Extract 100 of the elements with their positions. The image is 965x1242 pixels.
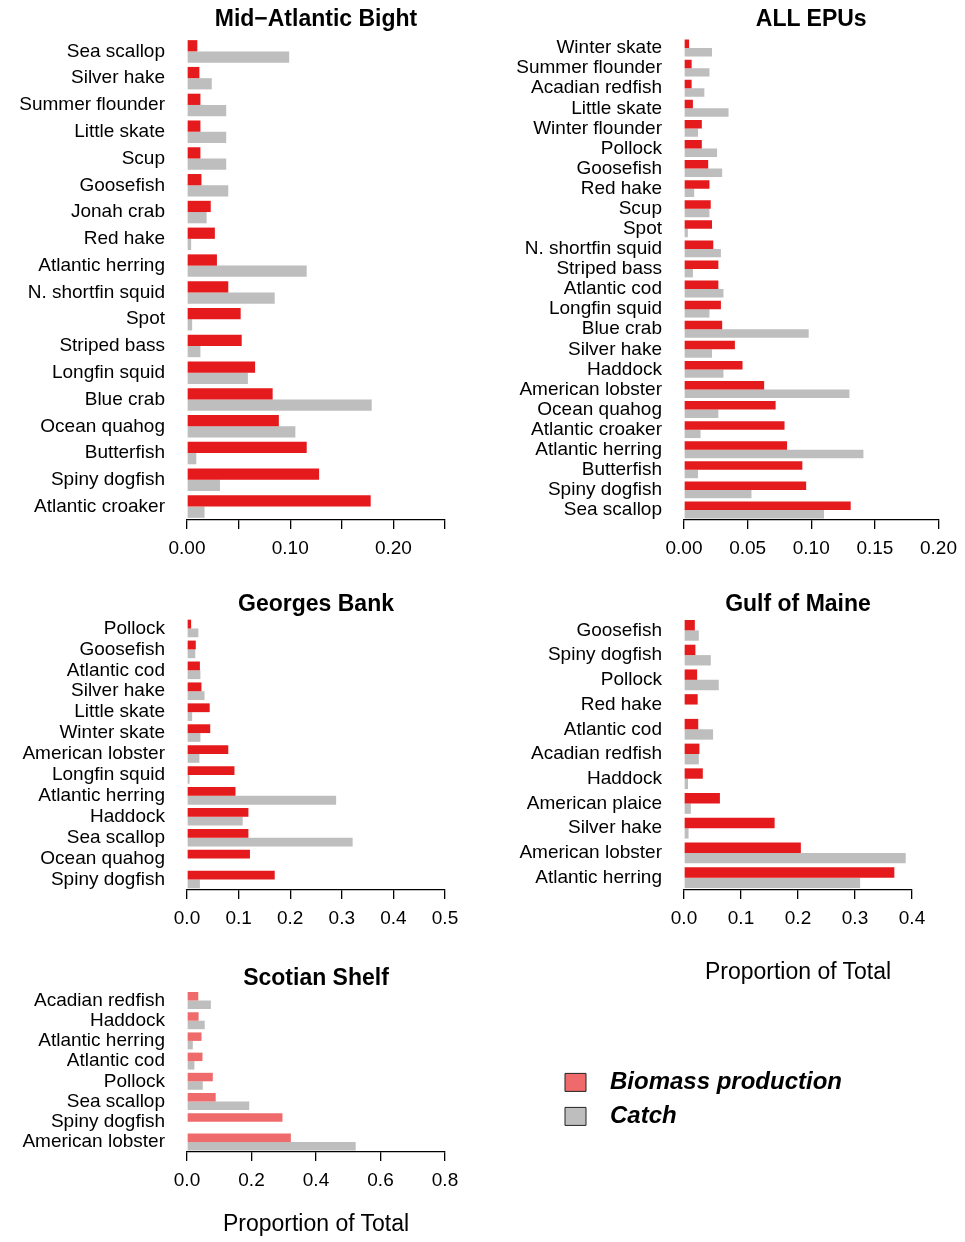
bar (684, 280, 719, 290)
bar (684, 842, 801, 853)
chart-title: Gulf of Maine (725, 590, 871, 617)
bar (187, 93, 201, 105)
x-tick-label: 0.2 (784, 906, 812, 928)
bar (684, 389, 850, 398)
bar (187, 185, 229, 197)
bar (187, 837, 353, 847)
bar (187, 281, 229, 293)
bar (187, 399, 372, 411)
y-tick-label: Ocean quahog (40, 414, 165, 436)
bar (187, 1141, 356, 1151)
bar (187, 40, 198, 52)
y-tick-label: Silver hake (71, 66, 165, 88)
bar (187, 104, 227, 117)
y-tick-label: Atlantic herring (535, 865, 662, 887)
x-tick-label: 0.20 (374, 536, 412, 558)
bar (684, 381, 765, 390)
bar (187, 479, 221, 492)
bar (684, 148, 718, 157)
bar (187, 754, 200, 763)
bar (187, 307, 241, 320)
x-tick-label: 0.0 (173, 1168, 201, 1190)
bar (187, 66, 200, 79)
bar (684, 340, 735, 350)
bar (187, 120, 201, 132)
bar (684, 803, 691, 814)
bar (684, 248, 721, 258)
y-tick-label: Spiny dogfish (547, 643, 662, 665)
bar (684, 421, 785, 430)
bar (187, 712, 193, 721)
bar (684, 754, 699, 765)
bar (187, 441, 307, 454)
y-tick-label: Longfin squid (51, 360, 165, 382)
bar (684, 401, 776, 410)
bar (684, 481, 807, 490)
y-tick-label: Goosefish (576, 156, 662, 178)
bar (684, 200, 711, 209)
bar (187, 682, 202, 692)
y-tick-label: Goosefish (576, 618, 662, 640)
bar (187, 1133, 291, 1142)
bar (187, 670, 201, 680)
x-axis-title: Proportion of Total (222, 1209, 410, 1236)
bar (187, 495, 371, 507)
bar (684, 268, 693, 278)
y-tick-label: Summer flounder (516, 56, 663, 78)
x-tick-label: 0.4 (898, 906, 926, 928)
y-tick-label: Red hake (580, 176, 662, 198)
bar (187, 816, 243, 826)
y-tick-label: American lobster (22, 742, 166, 764)
bar (684, 168, 723, 177)
bar (187, 1000, 211, 1009)
bar (187, 649, 196, 659)
x-axis-title: Proportion of Total (704, 957, 892, 984)
y-tick-label: Winter flounder (533, 116, 663, 138)
y-tick-label: Acadian redfish (531, 76, 662, 98)
y-tick-label: Atlantic herring (38, 1029, 165, 1051)
y-tick-label: Sea scallop (66, 1089, 165, 1111)
bar (684, 669, 698, 680)
x-tick-label: 0.10 (792, 536, 830, 558)
y-tick-label: Jonah crab (70, 200, 165, 222)
bar (187, 334, 242, 346)
bar (684, 743, 700, 754)
bar (187, 415, 279, 427)
x-tick-label: 0.4 (380, 906, 408, 928)
bar (684, 119, 702, 129)
y-tick-label: Ocean quahog (40, 846, 165, 868)
bar (187, 691, 205, 701)
x-tick-label: 0.20 (920, 536, 957, 558)
y-tick-label: Sea scallop (563, 498, 662, 520)
bar (187, 724, 211, 734)
y-tick-label: N. shortfin squid (27, 280, 165, 302)
y-tick-label: N. shortfin squid (524, 237, 662, 259)
bar (684, 208, 710, 218)
bar (684, 852, 906, 864)
bar (187, 388, 273, 400)
y-tick-label: Scup (121, 146, 165, 168)
bar (187, 640, 196, 650)
bar (187, 147, 201, 159)
y-tick-label: Atlantic cod (66, 1049, 165, 1071)
bar (684, 349, 712, 358)
x-tick-label: 0.1 (225, 906, 252, 928)
chart-title: Georges Bank (238, 590, 395, 617)
bar (187, 51, 290, 63)
bar (187, 345, 201, 358)
bar (684, 320, 723, 330)
bar (187, 870, 275, 880)
y-tick-label: American lobster (519, 377, 663, 399)
y-tick-label: Acadian redfish (531, 742, 662, 764)
bar (684, 329, 809, 338)
chart-title: Mid−Atlantic Bight (214, 5, 418, 32)
bar (187, 212, 207, 224)
bar (684, 409, 719, 418)
y-tick-label: Haddock (90, 1008, 166, 1030)
y-tick-label: Red hake (83, 227, 165, 249)
y-tick-label: Spot (622, 217, 663, 239)
bar (684, 360, 743, 370)
bar (187, 1113, 283, 1122)
bar (187, 1012, 199, 1021)
x-tick-label: 0.15 (856, 536, 894, 558)
